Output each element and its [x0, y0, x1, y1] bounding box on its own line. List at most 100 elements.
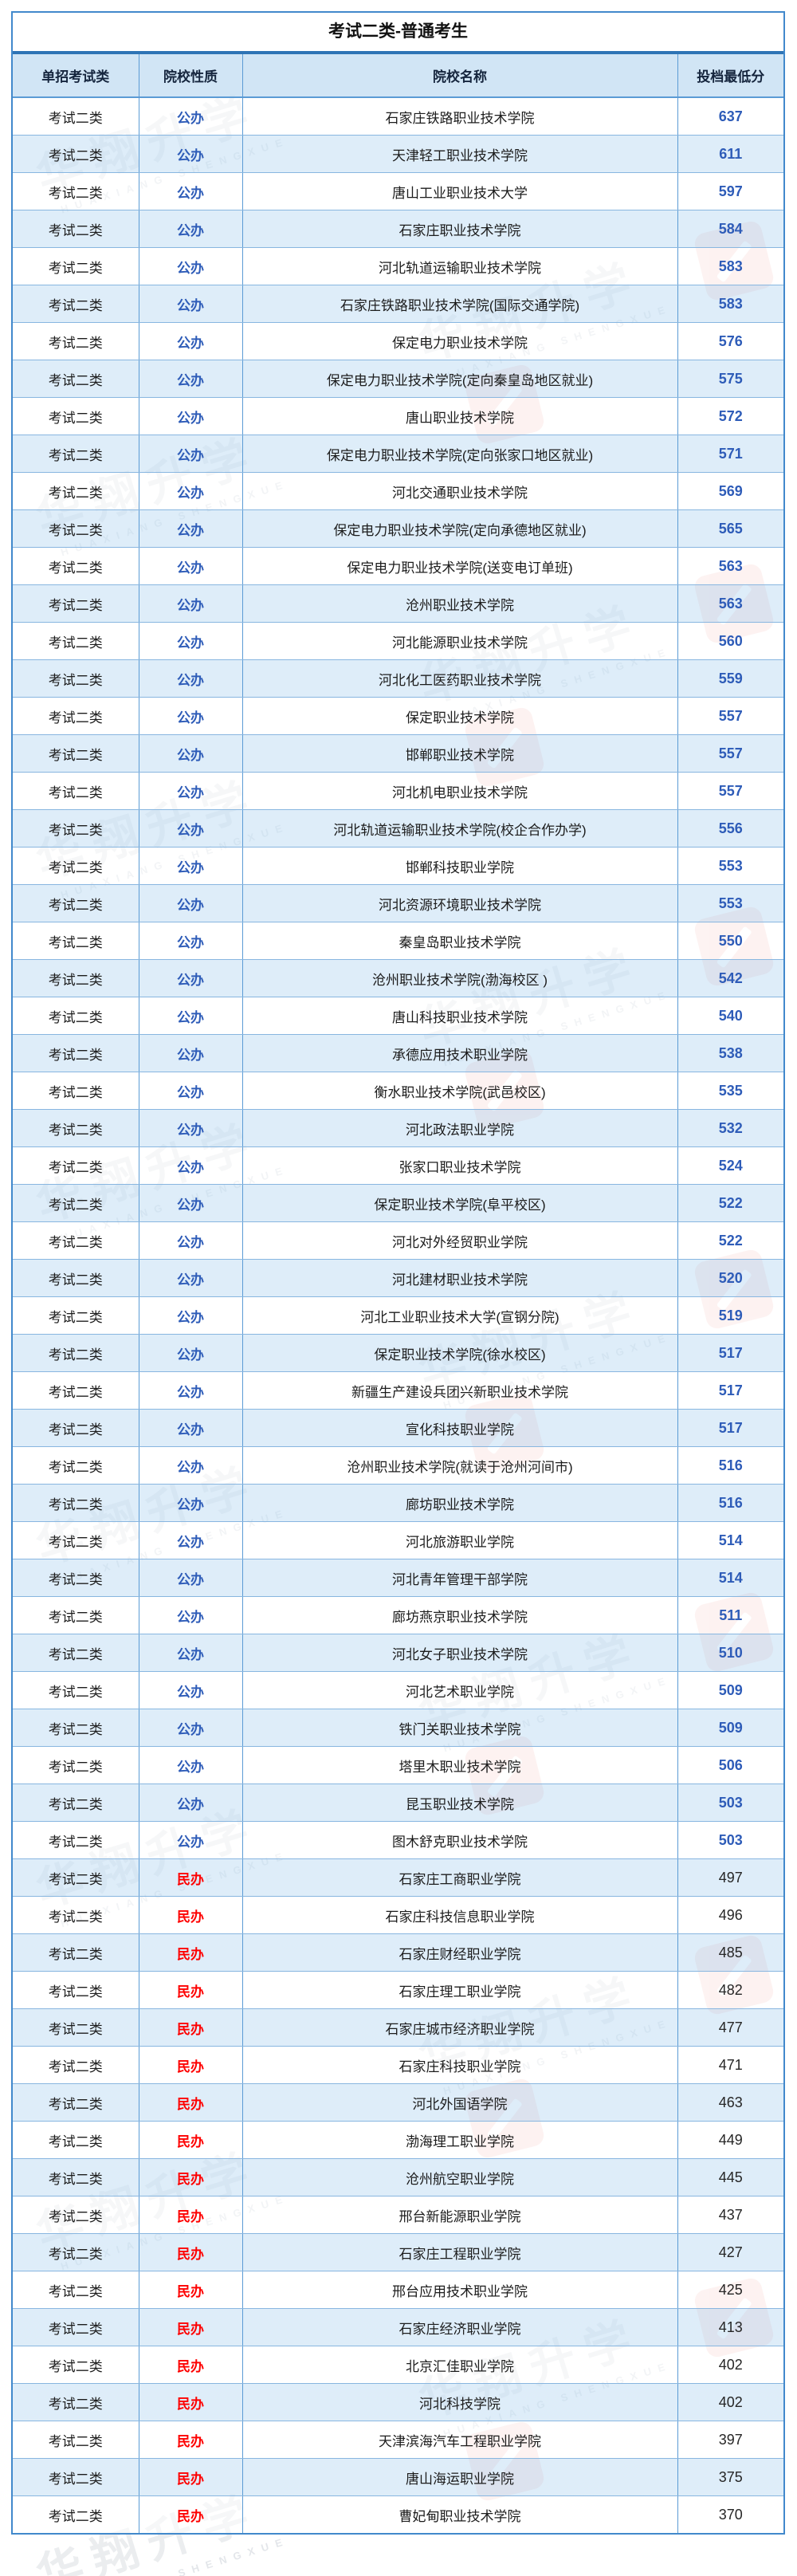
table-row: 考试二类 公办 河北政法职业学院 532 — [13, 1109, 783, 1147]
school-name-cell: 石家庄铁路职业技术学院 — [242, 97, 678, 136]
table-row: 考试二类 民办 石家庄经济职业学院 413 — [13, 2308, 783, 2346]
school-name-cell: 河北资源环境职业技术学院 — [242, 884, 678, 922]
exam-type-cell: 考试二类 — [13, 247, 139, 285]
nature-cell: 公办 — [139, 1034, 243, 1072]
table-row: 考试二类 公办 保定电力职业技术学院(定向承德地区就业) 565 — [13, 509, 783, 548]
school-name-cell: 河北科技学院 — [242, 2383, 678, 2421]
school-name-cell: 河北工业职业技术大学(宣钢分院) — [242, 1296, 678, 1335]
school-name-cell: 河北政法职业学院 — [242, 1109, 678, 1147]
school-name-cell: 石家庄科技信息职业学院 — [242, 1896, 678, 1934]
nature-cell: 公办 — [139, 697, 243, 735]
nature-cell: 民办 — [139, 1933, 243, 1972]
table-row: 考试二类 公办 保定电力职业技术学院(定向秦皇岛地区就业) 575 — [13, 360, 783, 398]
score-cell: 542 — [677, 959, 783, 997]
exam-type-cell: 考试二类 — [13, 172, 139, 210]
score-cell: 532 — [677, 1109, 783, 1147]
table-row: 考试二类 民办 河北科技学院 402 — [13, 2383, 783, 2421]
table-row: 考试二类 民办 邢台应用技术职业学院 425 — [13, 2271, 783, 2309]
school-name-cell: 铁门关职业技术学院 — [242, 1709, 678, 1747]
school-name-cell: 石家庄职业技术学院 — [242, 210, 678, 248]
exam-type-cell: 考试二类 — [13, 809, 139, 848]
school-name-cell: 保定电力职业技术学院(定向秦皇岛地区就业) — [242, 360, 678, 398]
exam-type-cell: 考试二类 — [13, 1334, 139, 1372]
exam-type-cell: 考试二类 — [13, 2271, 139, 2309]
school-name-cell: 宣化科技职业学院 — [242, 1409, 678, 1447]
exam-type-cell: 考试二类 — [13, 2083, 139, 2122]
exam-type-cell: 考试二类 — [13, 734, 139, 773]
nature-cell: 公办 — [139, 1409, 243, 1447]
nature-cell: 公办 — [139, 622, 243, 660]
score-cell: 563 — [677, 547, 783, 585]
score-cell: 509 — [677, 1671, 783, 1709]
score-table-container: 考试二类-普通考生 单招考试类 院校性质 院校名称 投档最低分 考试二类 公办 石家… — [11, 11, 785, 2535]
school-name-cell: 保定职业技术学院(阜平校区) — [242, 1184, 678, 1222]
school-name-cell: 河北能源职业技术学院 — [242, 622, 678, 660]
table-row: 考试二类 民办 石家庄财经职业学院 485 — [13, 1933, 783, 1972]
school-name-cell: 河北外国语学院 — [242, 2083, 678, 2122]
exam-type-cell: 考试二类 — [13, 1971, 139, 2009]
school-name-cell: 石家庄经济职业学院 — [242, 2308, 678, 2346]
nature-cell: 公办 — [139, 1821, 243, 1859]
school-name-cell: 秦皇岛职业技术学院 — [242, 922, 678, 960]
score-cell: 584 — [677, 210, 783, 248]
school-name-cell: 保定职业技术学院(徐水校区) — [242, 1334, 678, 1372]
exam-type-cell: 考试二类 — [13, 2121, 139, 2159]
nature-cell: 公办 — [139, 210, 243, 248]
school-name-cell: 保定电力职业技术学院(定向张家口地区就业) — [242, 435, 678, 473]
school-name-cell: 河北旅游职业学院 — [242, 1521, 678, 1559]
school-name-cell: 廊坊燕京职业技术学院 — [242, 1596, 678, 1634]
nature-cell: 公办 — [139, 509, 243, 548]
table-row: 考试二类 民办 曹妃甸职业技术学院 370 — [13, 2495, 783, 2533]
exam-type-cell: 考试二类 — [13, 584, 139, 623]
school-name-cell: 河北青年管理干部学院 — [242, 1559, 678, 1597]
table-row: 考试二类 公办 沧州职业技术学院(就读于沧州河间市) 516 — [13, 1446, 783, 1485]
exam-type-cell: 考试二类 — [13, 2421, 139, 2459]
nature-cell: 公办 — [139, 847, 243, 885]
score-cell: 559 — [677, 659, 783, 698]
table-row: 考试二类 公办 衡水职业技术学院(武邑校区) 535 — [13, 1072, 783, 1110]
table-row: 考试二类 公办 河北轨道运输职业技术学院 583 — [13, 247, 783, 285]
exam-type-cell: 考试二类 — [13, 2495, 139, 2533]
nature-cell: 公办 — [139, 1446, 243, 1485]
school-name-cell: 沧州航空职业学院 — [242, 2158, 678, 2196]
nature-cell: 公办 — [139, 172, 243, 210]
school-name-cell: 张家口职业技术学院 — [242, 1146, 678, 1185]
table-row: 考试二类 公办 天津轻工职业技术学院 611 — [13, 135, 783, 173]
exam-type-cell: 考试二类 — [13, 1109, 139, 1147]
score-cell: 497 — [677, 1858, 783, 1897]
exam-type-cell: 考试二类 — [13, 1296, 139, 1335]
score-cell: 503 — [677, 1784, 783, 1822]
nature-cell: 公办 — [139, 1746, 243, 1784]
page-title: 考试二类-普通考生 — [13, 13, 783, 54]
school-name-cell: 石家庄科技职业学院 — [242, 2046, 678, 2084]
table-row: 考试二类 公办 宣化科技职业学院 517 — [13, 1409, 783, 1447]
score-cell: 535 — [677, 1072, 783, 1110]
table-row: 考试二类 公办 秦皇岛职业技术学院 550 — [13, 922, 783, 960]
exam-type-cell: 考试二类 — [13, 2383, 139, 2421]
score-cell: 553 — [677, 847, 783, 885]
nature-cell: 公办 — [139, 884, 243, 922]
school-name-cell: 衡水职业技术学院(武邑校区) — [242, 1072, 678, 1110]
score-cell: 557 — [677, 697, 783, 735]
score-cell: 482 — [677, 1971, 783, 2009]
school-name-cell: 唐山职业技术学院 — [242, 397, 678, 435]
table-row: 考试二类 公办 河北建材职业技术学院 520 — [13, 1259, 783, 1297]
score-cell: 553 — [677, 884, 783, 922]
column-header-nature: 院校性质 — [139, 54, 243, 98]
table-row: 考试二类 公办 邯郸科技职业学院 553 — [13, 847, 783, 885]
school-name-cell: 邢台新能源职业学院 — [242, 2196, 678, 2234]
table-row: 考试二类 民办 石家庄工商职业学院 497 — [13, 1858, 783, 1897]
score-cell: 514 — [677, 1559, 783, 1597]
nature-cell: 公办 — [139, 547, 243, 585]
exam-type-cell: 考试二类 — [13, 2308, 139, 2346]
table-row: 考试二类 民办 石家庄城市经济职业学院 477 — [13, 2008, 783, 2047]
table-row: 考试二类 公办 河北工业职业技术大学(宣钢分院) 519 — [13, 1296, 783, 1335]
table-row: 考试二类 民办 渤海理工职业学院 449 — [13, 2121, 783, 2159]
school-name-cell: 天津滨海汽车工程职业学院 — [242, 2421, 678, 2459]
table-row: 考试二类 公办 保定电力职业技术学院(定向张家口地区就业) 571 — [13, 435, 783, 473]
nature-cell: 公办 — [139, 1484, 243, 1522]
nature-cell: 公办 — [139, 772, 243, 810]
score-cell: 370 — [677, 2495, 783, 2533]
table-row: 考试二类 民办 石家庄工程职业学院 427 — [13, 2233, 783, 2271]
school-name-cell: 沧州职业技术学院(渤海校区 ) — [242, 959, 678, 997]
